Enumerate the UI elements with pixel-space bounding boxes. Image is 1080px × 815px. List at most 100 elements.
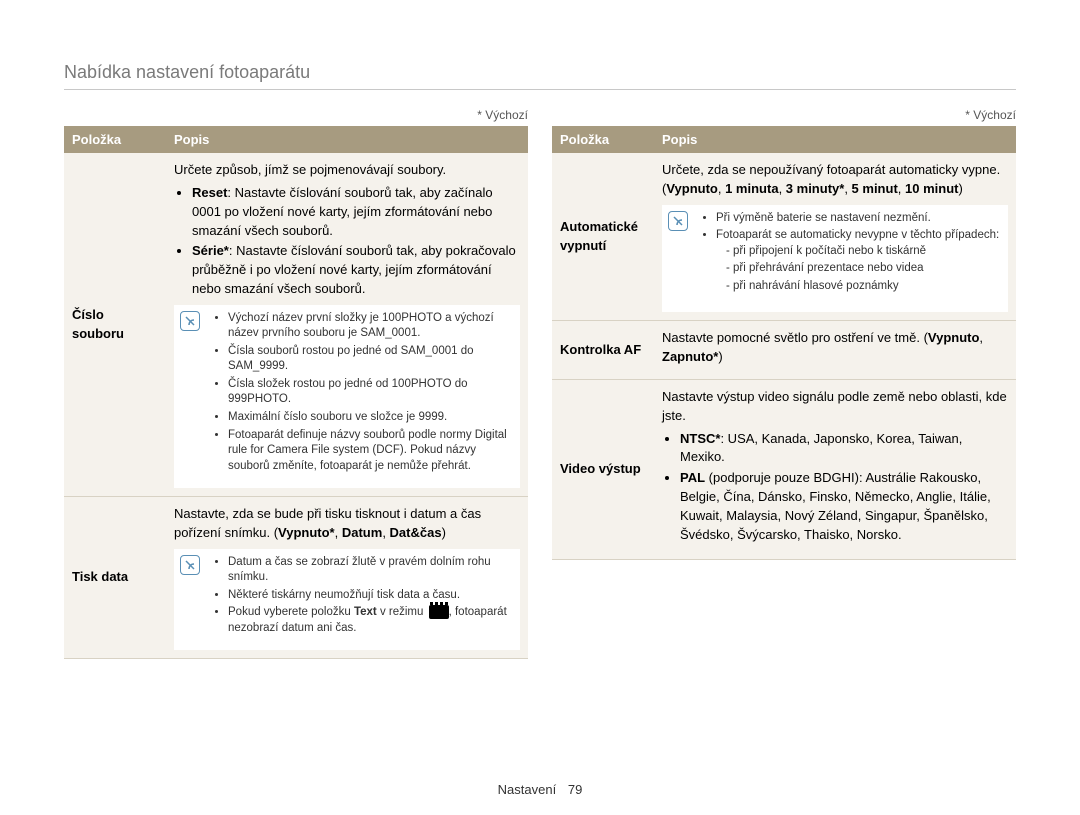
text-part: ) — [442, 525, 446, 540]
note-box: Při výměně baterie se nastavení nezmění.… — [662, 205, 1008, 313]
icon-column — [180, 311, 202, 482]
row-video-vystup: Video výstup Nastavte výstup video signá… — [552, 379, 1016, 559]
note-list: Při výměně baterie se nastavení nezmění.… — [700, 211, 999, 301]
note-item: Čísla souborů rostou po jedné od SAM_000… — [228, 344, 512, 375]
text-part: , — [718, 181, 725, 196]
text-part: Nastavte pomocné světlo pro ostření ve t… — [662, 330, 928, 345]
option-label: PAL — [680, 470, 705, 485]
option-label: Reset — [192, 185, 227, 200]
left-table: Položka Popis Číslo souboru Určete způso… — [64, 126, 528, 659]
row-cislo-souboru: Číslo souboru Určete způsob, jímž se poj… — [64, 153, 528, 497]
text-part: , — [779, 181, 786, 196]
note-item: Čísla složek rostou po jedné od 100PHOTO… — [228, 377, 512, 408]
page-title: Nabídka nastavení fotoaparátu — [64, 62, 1016, 90]
bold-option: Zapnuto* — [662, 349, 718, 364]
note-item: Maximální číslo souboru ve složce je 999… — [228, 410, 512, 426]
list-item: PAL (podporuje pouze BDGHI): Austrálie R… — [680, 469, 1008, 544]
table-header-row: Položka Popis — [64, 126, 528, 153]
label-video-vystup: Video výstup — [552, 379, 654, 559]
intro-text: Určete způsob, jímž se pojmenovávají sou… — [174, 161, 520, 180]
list-item: Reset: Nastavte číslování souborů tak, a… — [192, 184, 520, 241]
info-icon — [180, 555, 200, 575]
text-part: , — [382, 525, 389, 540]
text-part: ) — [958, 181, 962, 196]
bold-option: 1 minuta — [725, 181, 778, 196]
bold-option: 10 minut — [905, 181, 958, 196]
right-column: * Výchozí Položka Popis Automatické vypn… — [552, 108, 1016, 659]
bold-option: Text — [354, 606, 377, 618]
note-item: Fotoaparát se automaticky nevypne v těch… — [716, 228, 999, 294]
desc-cislo-souboru: Určete způsob, jímž se pojmenovávají sou… — [166, 153, 528, 497]
desc-tisk-data: Nastavte, zda se bude při tisku tisknout… — [166, 497, 528, 659]
text-part: , — [844, 181, 851, 196]
list-item: NTSC*: USA, Kanada, Japonsko, Korea, Tai… — [680, 430, 1008, 468]
row-auto-vypnuti: Automatické vypnutí Určete, zda se nepou… — [552, 153, 1016, 321]
list-item: Série*: Nastavte číslování souborů tak, … — [192, 242, 520, 299]
note-box: Datum a čas se zobrazí žlutě v pravém do… — [174, 549, 520, 651]
text-part: ) — [718, 349, 722, 364]
footer-section: Nastavení — [498, 782, 557, 797]
intro-text: Nastavte, zda se bude při tisku tisknout… — [174, 505, 520, 543]
info-icon — [180, 311, 200, 331]
info-icon — [668, 211, 688, 231]
left-column: * Výchozí Položka Popis Číslo souboru Ur… — [64, 108, 528, 659]
option-label: Série* — [192, 243, 229, 258]
option-text: : Nastavte číslování souborů tak, aby po… — [192, 243, 516, 296]
right-table: Položka Popis Automatické vypnutí Určete… — [552, 126, 1016, 560]
intro-text: Nastavte pomocné světlo pro ostření ve t… — [662, 329, 1008, 367]
note-list: Výchozí název první složky je 100PHOTO a… — [212, 311, 512, 476]
bold-option: Vypnuto* — [278, 525, 335, 540]
note-item: Při výměně baterie se nastavení nezmění. — [716, 211, 999, 227]
default-note-left: * Výchozí — [64, 108, 528, 122]
desc-auto-vypnuti: Určete, zda se nepoužívaný fotoaparát au… — [654, 153, 1016, 321]
text-part: , — [335, 525, 342, 540]
sub-note-list: při připojení k počítači nebo k tiskárně… — [716, 244, 999, 295]
text-part: v režimu — [377, 606, 427, 618]
note-item: Datum a čas se zobrazí žlutě v pravém do… — [228, 555, 512, 586]
intro-text: Určete, zda se nepoužívaný fotoaparát au… — [662, 161, 1008, 199]
sub-note-item: při nahrávání hlasové poznámky — [726, 279, 999, 295]
row-tisk-data: Tisk data Nastavte, zda se bude při tisk… — [64, 497, 528, 659]
sub-note-item: při přehrávání prezentace nebo videa — [726, 261, 999, 277]
option-text: : USA, Kanada, Japonsko, Korea, Taiwan, … — [680, 431, 962, 465]
option-text: (podporuje pouze BDGHI): Austrálie Rakou… — [680, 470, 991, 542]
desc-kontrolka-af: Nastavte pomocné světlo pro ostření ve t… — [654, 321, 1016, 380]
label-auto-vypnuti: Automatické vypnutí — [552, 153, 654, 321]
text-part: , — [898, 181, 905, 196]
footer-page-number: 79 — [568, 782, 582, 797]
note-list: Datum a čas se zobrazí žlutě v pravém do… — [212, 555, 512, 639]
intro-text: Nastavte výstup video signálu podle země… — [662, 388, 1008, 426]
label-cislo-souboru: Číslo souboru — [64, 153, 166, 497]
icon-column — [668, 211, 690, 307]
label-tisk-data: Tisk data — [64, 497, 166, 659]
th-polozka: Položka — [64, 126, 166, 153]
content-columns: * Výchozí Položka Popis Číslo souboru Ur… — [64, 108, 1016, 659]
table-header-row: Položka Popis — [552, 126, 1016, 153]
bold-option: 5 minut — [852, 181, 898, 196]
sub-note-item: při připojení k počítači nebo k tiskárně — [726, 244, 999, 260]
note-item: Fotoaparát definuje názvy souborů podle … — [228, 428, 512, 475]
note-item: Výchozí název první složky je 100PHOTO a… — [228, 311, 512, 342]
note-item: Některé tiskárny neumožňují tisk data a … — [228, 588, 512, 604]
text-part: Fotoaparát se automaticky nevypne v těch… — [716, 229, 999, 241]
bold-option: Vypnuto — [666, 181, 718, 196]
bold-option: Dat&čas — [390, 525, 442, 540]
th-popis: Popis — [166, 126, 528, 153]
note-box: Výchozí název první složky je 100PHOTO a… — [174, 305, 520, 488]
bold-option: Datum — [342, 525, 382, 540]
label-kontrolka-af: Kontrolka AF — [552, 321, 654, 380]
bold-option: Vypnuto — [928, 330, 980, 345]
option-list: Reset: Nastavte číslování souborů tak, a… — [174, 184, 520, 299]
option-list: NTSC*: USA, Kanada, Japonsko, Korea, Tai… — [662, 430, 1008, 545]
document-page: Nabídka nastavení fotoaparátu * Výchozí … — [0, 0, 1080, 659]
option-text: : Nastavte číslování souborů tak, aby za… — [192, 185, 493, 238]
th-popis: Popis — [654, 126, 1016, 153]
text-part: Pokud vyberete položku — [228, 606, 354, 618]
default-note-right: * Výchozí — [552, 108, 1016, 122]
th-polozka: Položka — [552, 126, 654, 153]
bold-option: 3 minuty* — [786, 181, 845, 196]
film-icon — [429, 605, 449, 619]
text-part: , — [979, 330, 983, 345]
page-footer: Nastavení 79 — [0, 782, 1080, 797]
desc-video-vystup: Nastavte výstup video signálu podle země… — [654, 379, 1016, 559]
